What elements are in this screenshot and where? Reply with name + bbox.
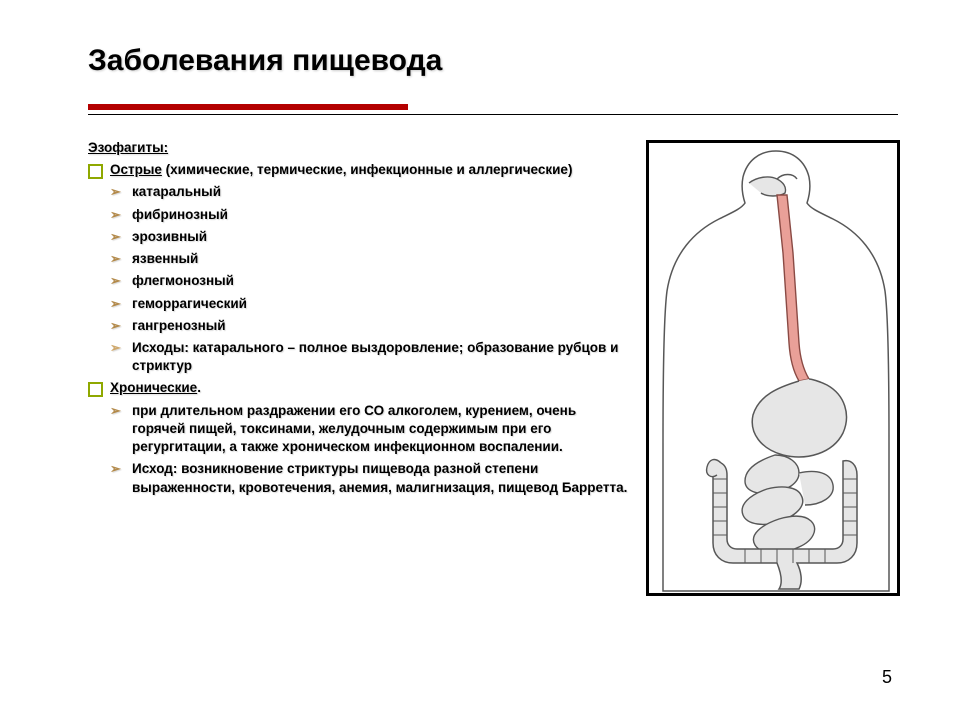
list-item: флегмонозный [88, 272, 628, 290]
text-content: Эзофагиты: Острые (химические, термическ… [88, 139, 628, 501]
list-item-outcome: Исходы: катарального – полное выздоровле… [88, 339, 628, 375]
list-item: при длительном раздражении его СО алкого… [88, 402, 628, 457]
list-item: язвенный [88, 250, 628, 268]
page-number: 5 [882, 667, 892, 688]
page-title: Заболевания пищевода [88, 44, 900, 78]
anatomy-figure [646, 140, 900, 596]
list-item: фибринозный [88, 206, 628, 224]
divider [88, 114, 898, 115]
list-item: эрозивный [88, 228, 628, 246]
section-heading: Эзофагиты: [88, 139, 628, 157]
group-heading-acute: Острые (химические, термические, инфекци… [88, 161, 628, 179]
list-item: катаральный [88, 183, 628, 201]
list-item: геморрагический [88, 295, 628, 313]
group-heading-chronic: Хронические. [88, 379, 628, 397]
accent-rule [88, 104, 408, 110]
list-item: Исход: возникновение стриктуры пищевода … [88, 460, 628, 496]
list-item: гангренозный [88, 317, 628, 335]
